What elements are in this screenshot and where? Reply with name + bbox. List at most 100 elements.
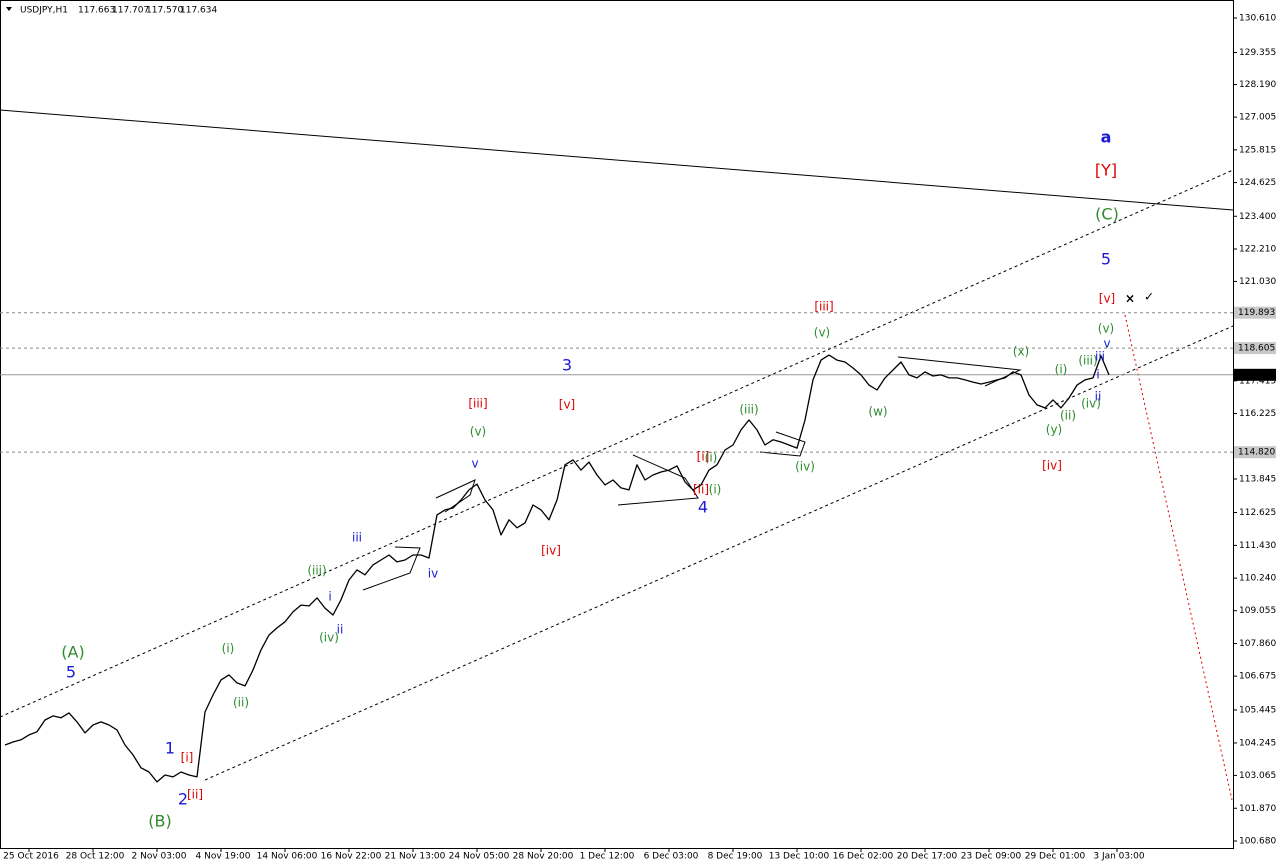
wave-label: ii	[1095, 390, 1102, 404]
x-tick-label: 1 Dec 12:00	[580, 852, 635, 862]
y-tick-label: 103.065	[1239, 771, 1276, 781]
price-level-label: 114.820	[1238, 448, 1275, 458]
y-tick-label: 110.240	[1239, 574, 1276, 584]
wave-label: (iii)	[307, 564, 326, 578]
price-level-box	[1234, 368, 1276, 381]
wave-label: [iii]	[468, 397, 487, 411]
wave-label: (iv)	[1081, 397, 1101, 411]
wave-label: v	[1103, 337, 1110, 351]
x-tick-label: 23 Dec 09:00	[961, 852, 1022, 862]
wave-label: [iv]	[541, 544, 561, 558]
ohlc-value: 117.663	[78, 6, 115, 16]
wave-label: [ii]	[693, 483, 709, 497]
y-tick-label: 122.210	[1239, 244, 1276, 254]
price-level-box	[1234, 342, 1276, 355]
wave-label: (i)	[222, 642, 235, 656]
wedge	[759, 431, 806, 457]
x-tick-label: 3 Jan 03:00	[1093, 852, 1145, 862]
wedge	[897, 356, 1022, 387]
y-tick-label: 128.190	[1239, 80, 1276, 90]
y-tick-label: 123.400	[1239, 212, 1276, 222]
price-line	[4, 354, 1110, 783]
y-tick-label: 113.845	[1239, 474, 1276, 484]
symbol: USDJPY,H1	[20, 6, 68, 16]
wave-label: (y)	[1046, 423, 1062, 437]
x-tick-label: 14 Nov 06:00	[257, 852, 318, 862]
y-tick-label: 104.245	[1239, 738, 1276, 748]
wave-label: i	[1096, 368, 1099, 382]
wave-label: 5	[66, 663, 76, 682]
x-tick-label: 2 Nov 03:00	[132, 852, 187, 862]
y-tick-label: 124.625	[1239, 178, 1276, 188]
y-tick-label: 129.355	[1239, 48, 1276, 58]
price-level-label: 118.605	[1238, 344, 1275, 354]
x-tick-label: 29 Dec 01:00	[1025, 852, 1086, 862]
y-tick-label: 109.055	[1239, 606, 1276, 616]
wave-label: 2	[178, 790, 188, 809]
y-tick-label: 116.225	[1239, 409, 1276, 419]
y-tick-label: 107.860	[1239, 639, 1276, 649]
wave-label: 3	[562, 356, 572, 375]
x-tick-label: 28 Oct 12:00	[66, 852, 125, 862]
wave-label: (i)	[709, 483, 722, 497]
wave-label: (iii)	[1078, 354, 1097, 368]
x-tick-label: 13 Dec 10:00	[769, 852, 830, 862]
x-tick-label: 24 Nov 05:00	[449, 852, 510, 862]
channel-upper	[0, 169, 1234, 718]
ohlc-value: 117.707	[112, 6, 149, 16]
y-tick-label: 130.610	[1239, 14, 1276, 24]
y-tick-label: 100.680	[1239, 836, 1276, 846]
x-tick-label: 21 Nov 13:00	[385, 852, 446, 862]
symbol-arrow	[6, 7, 12, 11]
x-tick-label: 25 Oct 2016	[3, 852, 59, 862]
wave-label: ii	[337, 623, 344, 637]
wave-label: (i)	[1055, 363, 1068, 377]
y-tick-label: 112.625	[1239, 508, 1276, 518]
y-tick-label: 117.415	[1239, 376, 1276, 386]
wave-label: ✓	[1144, 290, 1154, 304]
wave-label: (C)	[1095, 205, 1119, 224]
x-tick-label: 8 Dec 19:00	[708, 852, 763, 862]
wave-label: [Y]	[1095, 161, 1117, 180]
y-tick-label: 125.815	[1239, 145, 1276, 155]
x-tick-label: 6 Dec 03:00	[644, 852, 699, 862]
y-tick-label: 121.030	[1239, 277, 1276, 287]
wave-label: i	[328, 590, 331, 604]
channel-lower	[204, 325, 1234, 781]
wave-label: (w)	[868, 405, 887, 419]
wave-label: (v)	[470, 425, 486, 439]
wave-label: [ii]	[187, 788, 203, 802]
y-tick-label: 106.675	[1239, 672, 1276, 682]
ohlc-value: 117.570	[146, 6, 183, 16]
wave-label: (A)	[61, 643, 84, 662]
wave-label: iii	[352, 531, 362, 545]
y-tick-label: 111.430	[1239, 541, 1276, 551]
wave-label: [i]	[181, 751, 194, 765]
wave-label: [iii]	[814, 300, 833, 314]
wave-label: (v)	[1098, 322, 1114, 336]
x-tick-label: 16 Nov 22:00	[321, 852, 382, 862]
y-tick-label: 101.870	[1239, 804, 1276, 814]
y-tick-label: 105.445	[1239, 705, 1276, 715]
wave-label: (B)	[148, 812, 171, 831]
wave-label: ×	[1125, 292, 1135, 306]
wave-label: iii	[1095, 350, 1105, 364]
wave-label: a	[1101, 128, 1112, 147]
wave-label: (i)	[705, 451, 718, 465]
y-tick-label: 127.005	[1239, 113, 1276, 123]
wave-label: (iv)	[319, 631, 339, 645]
wave-label: (iv)	[795, 460, 815, 474]
x-tick-label: 16 Dec 02:00	[833, 852, 894, 862]
x-tick-label: 28 Nov 20:00	[513, 852, 574, 862]
x-tick-label: 20 Dec 17:00	[897, 852, 958, 862]
wave-label: (ii)	[1060, 409, 1076, 423]
wave-label: v	[471, 457, 478, 471]
price-level-label: 119.893	[1238, 308, 1275, 318]
trend-line	[0, 109, 1234, 211]
ohlc-value: 117.634	[180, 6, 217, 16]
price-level-label: 117.634	[1238, 370, 1275, 380]
wave-label: [v]	[1099, 292, 1115, 306]
wave-label: [i]	[697, 450, 710, 464]
